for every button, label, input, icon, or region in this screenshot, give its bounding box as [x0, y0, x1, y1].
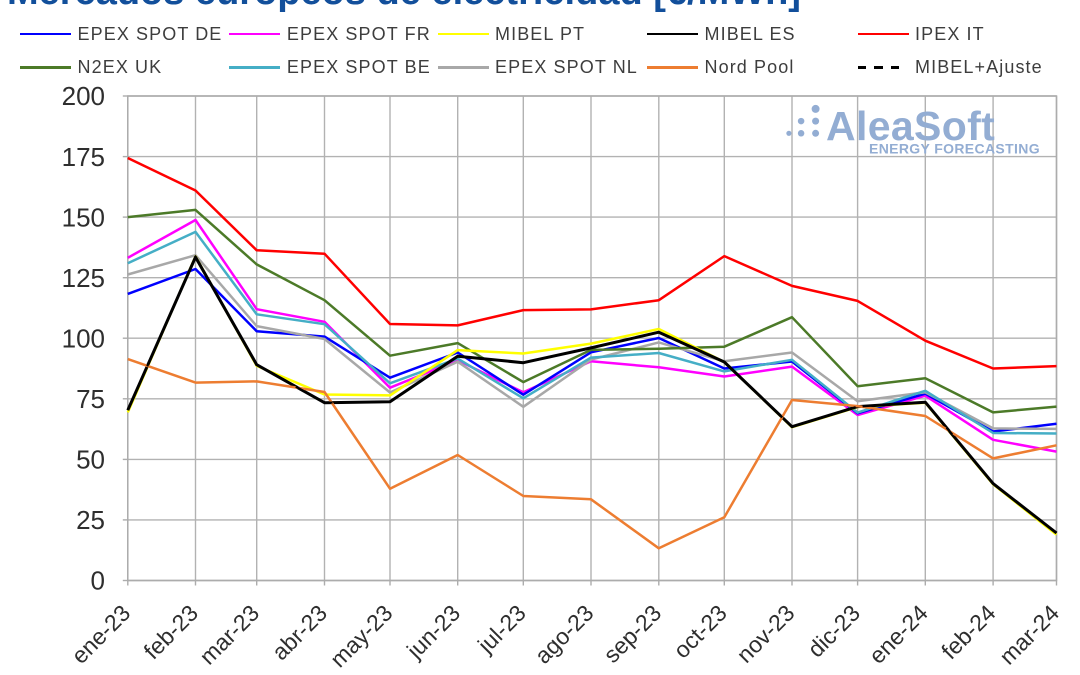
svg-text:ene-24: ene-24	[864, 600, 933, 669]
svg-text:50: 50	[76, 445, 105, 475]
svg-text:175: 175	[62, 142, 105, 172]
svg-text:ENERGY FORECASTING: ENERGY FORECASTING	[869, 141, 1040, 157]
svg-text:0: 0	[91, 566, 105, 596]
svg-text:oct-23: oct-23	[668, 600, 732, 664]
svg-text:mar-23: mar-23	[194, 600, 264, 670]
svg-text:ene-23: ene-23	[66, 600, 135, 669]
svg-text:abr-23: abr-23	[267, 600, 332, 665]
svg-text:dic-23: dic-23	[802, 600, 865, 663]
svg-text:150: 150	[62, 202, 105, 232]
svg-text:nov-23: nov-23	[731, 600, 799, 668]
svg-text:feb-24: feb-24	[936, 600, 1001, 665]
svg-text:mar-24: mar-24	[994, 600, 1064, 670]
svg-text:jun-23: jun-23	[401, 600, 465, 664]
svg-text:ago-23: ago-23	[530, 600, 599, 669]
svg-text:25: 25	[76, 505, 105, 535]
svg-text:AleaSoft: AleaSoft	[826, 103, 995, 149]
svg-text:jul-23: jul-23	[472, 600, 531, 659]
svg-text:may-23: may-23	[325, 600, 398, 673]
svg-text:200: 200	[62, 81, 105, 111]
svg-text:feb-23: feb-23	[139, 600, 204, 665]
svg-text:100: 100	[62, 323, 105, 353]
svg-text:sep-23: sep-23	[598, 600, 666, 668]
svg-text:75: 75	[76, 384, 105, 414]
svg-text:125: 125	[62, 263, 105, 293]
